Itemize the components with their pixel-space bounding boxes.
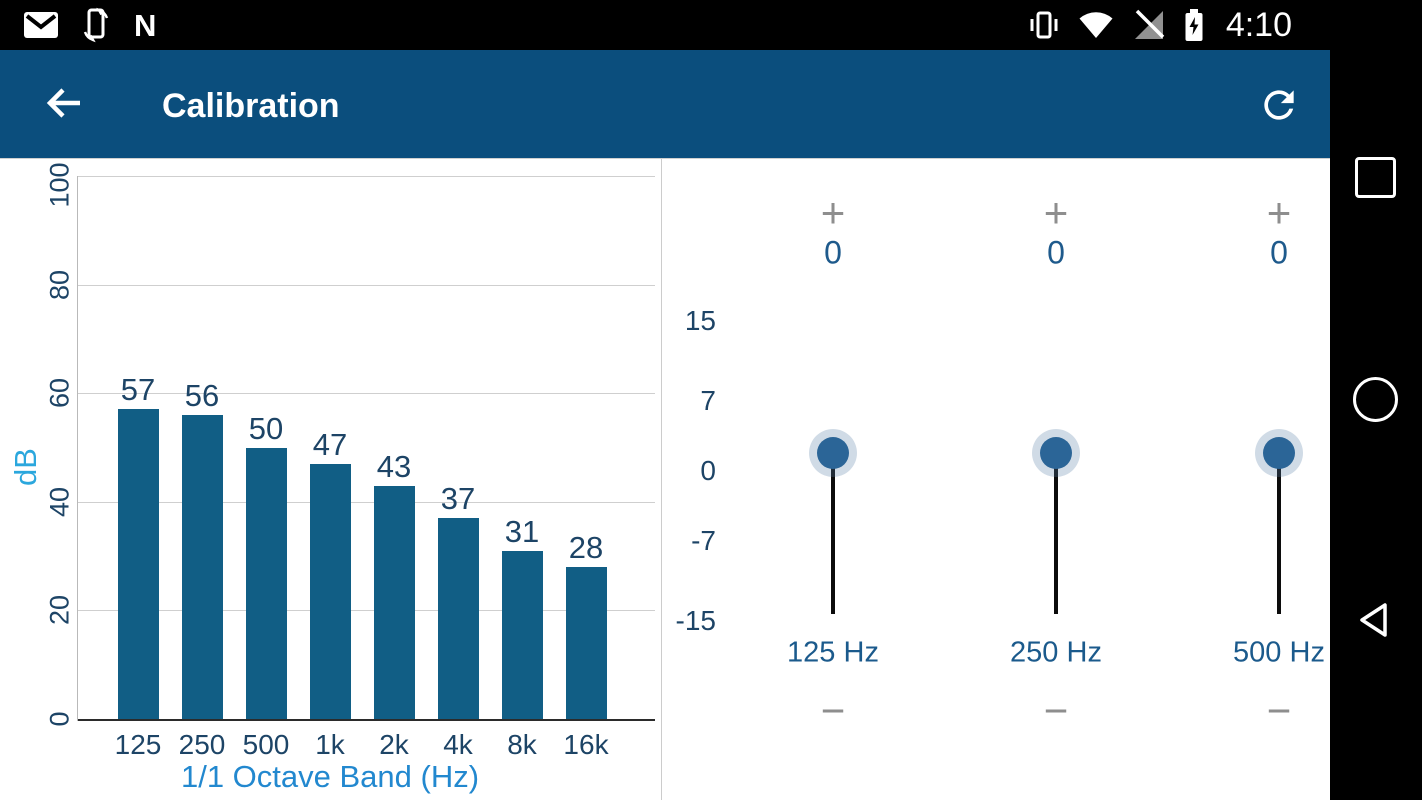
chart-bar <box>245 447 287 719</box>
y-axis-line <box>77 176 78 721</box>
eq-slider-track[interactable] <box>1277 453 1281 614</box>
eq-band-label: 500 Hz <box>1233 636 1325 669</box>
bar-value-label: 31 <box>504 513 540 549</box>
eq-scale-label: 15 <box>684 305 716 336</box>
eq-value-label: 0 <box>824 234 842 271</box>
eq-decrease-button[interactable]: − <box>1043 687 1069 734</box>
vibrate-icon <box>1028 9 1060 41</box>
bar-value-label: 57 <box>120 372 156 408</box>
eq-scale-label: -15 <box>675 605 716 636</box>
cell-signal-off-icon <box>1132 8 1166 42</box>
y-axis-tick-label: 80 <box>44 269 75 300</box>
y-axis-tick-label: 20 <box>44 595 75 626</box>
eq-decrease-button[interactable]: − <box>1266 687 1292 734</box>
chart-bar <box>565 566 607 719</box>
gmail-icon <box>24 12 58 38</box>
eq-scale-label: 0 <box>700 455 716 486</box>
home-button[interactable] <box>1353 377 1398 422</box>
x-axis-tick-label: 8k <box>507 729 537 760</box>
eq-band-label: 125 Hz <box>787 636 879 669</box>
eq-scale-label: -7 <box>691 525 716 556</box>
content: dB 1/1 Octave Band (Hz) 0 20 40 60 80 100 57 12… <box>0 158 1330 800</box>
eq-increase-button[interactable]: + <box>820 189 846 236</box>
status-time: 4:10 <box>1225 6 1292 44</box>
bar-value-label: 28 <box>568 529 604 565</box>
screen-rotation-icon <box>78 7 114 43</box>
y-axis-tick-label: 60 <box>44 378 75 409</box>
y-axis-tick-label: 0 <box>44 711 75 727</box>
chart-gridline <box>78 501 655 503</box>
y-axis-title: dB <box>8 448 43 486</box>
app-bar: Calibration <box>0 50 1330 158</box>
eq-value-label: 0 <box>1270 234 1288 271</box>
eq-decrease-button[interactable]: − <box>820 687 846 734</box>
nfc-icon: N <box>134 7 157 43</box>
x-axis-line <box>78 719 655 721</box>
chart-bar <box>501 550 543 719</box>
calibration-chart: dB 1/1 Octave Band (Hz) 0 20 40 60 80 100 57 12… <box>0 159 662 800</box>
y-axis-tick-label: 100 <box>44 162 75 208</box>
bar-value-label: 50 <box>248 410 284 446</box>
bar-value-label: 56 <box>184 377 220 413</box>
chart-bar <box>373 485 415 719</box>
eq-increase-button[interactable]: + <box>1266 189 1292 236</box>
x-axis-tick-label: 2k <box>379 729 409 760</box>
eq-increase-button[interactable]: + <box>1043 189 1069 236</box>
chart-bar <box>117 409 159 719</box>
x-axis-tick-label: 4k <box>443 729 473 760</box>
x-axis-tick-label: 1k <box>315 729 345 760</box>
recents-button[interactable] <box>1355 157 1396 198</box>
y-axis-tick-label: 40 <box>44 486 75 517</box>
eq-slider-thumb[interactable] <box>1040 437 1072 469</box>
x-axis-tick-label: 250 <box>178 729 226 760</box>
chart-gridline <box>78 610 655 612</box>
chart-gridline <box>78 393 655 395</box>
back-button[interactable] <box>40 81 88 127</box>
chart-bar <box>309 463 351 719</box>
x-axis-tick-label: 500 <box>242 729 290 760</box>
eq-band-label: 250 Hz <box>1010 636 1102 669</box>
status-bar-left: N <box>0 7 156 43</box>
chart-gridline <box>78 176 655 177</box>
chart-bar <box>437 518 479 719</box>
bar-value-label: 47 <box>312 426 348 462</box>
bar-value-label: 43 <box>376 448 412 484</box>
eq-slider-track[interactable] <box>1054 453 1058 614</box>
eq-slider-thumb[interactable] <box>1263 437 1295 469</box>
x-axis-title: 1/1 Octave Band (Hz) <box>180 759 480 794</box>
chart-bar <box>181 414 223 719</box>
bar-value-label: 37 <box>440 481 476 517</box>
eq-slider-thumb[interactable] <box>817 437 849 469</box>
eq-scale-label: 7 <box>700 385 716 416</box>
eq-value-label: 0 <box>1047 234 1065 271</box>
chart-gridline <box>78 284 655 286</box>
x-axis-tick-label: 125 <box>114 729 162 760</box>
wifi-icon <box>1078 11 1114 39</box>
page-title: Calibration <box>162 87 340 125</box>
refresh-button[interactable] <box>1256 83 1302 129</box>
equalizer-panel: 15 7 0 -7 -15 +0 125 Hz − +0 250 Hz − +0 500 Hz − <box>662 159 1330 800</box>
status-bar-right: 4:10 <box>1028 8 1292 42</box>
back-nav-button[interactable] <box>1354 598 1398 642</box>
battery-charging-icon <box>1184 8 1204 42</box>
x-axis-tick-label: 16k <box>563 729 609 760</box>
status-bar: N <box>0 0 1422 50</box>
navigation-bar <box>1330 50 1422 800</box>
eq-slider-track[interactable] <box>831 453 835 614</box>
